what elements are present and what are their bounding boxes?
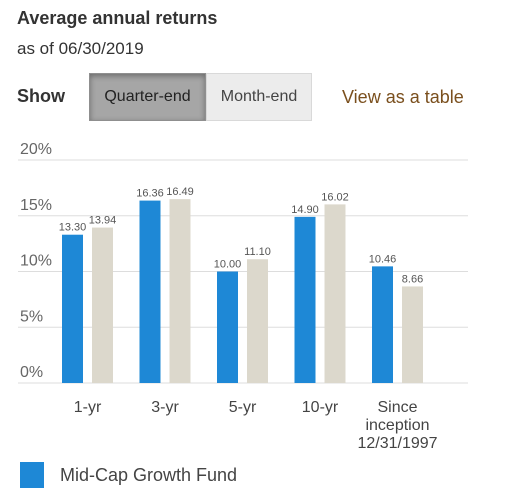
bar xyxy=(247,259,268,383)
bar xyxy=(92,227,113,383)
quarter-end-button[interactable]: Quarter-end xyxy=(89,73,206,121)
data-label: 8.66 xyxy=(402,273,423,285)
bar xyxy=(402,286,423,383)
y-tick-label: 0% xyxy=(20,364,43,381)
chart-title: Average annual returns xyxy=(17,8,218,28)
x-tick-label: 3-yr xyxy=(151,399,179,416)
bar xyxy=(139,200,161,383)
month-end-button[interactable]: Month-end xyxy=(206,73,312,121)
bar xyxy=(62,234,83,383)
data-label: 16.36 xyxy=(136,188,164,200)
data-label: 10.46 xyxy=(369,253,397,265)
show-label: Show xyxy=(17,86,65,106)
legend-swatch xyxy=(20,462,44,488)
view-as-table-link[interactable]: View as a table xyxy=(342,87,464,107)
data-label: 10.00 xyxy=(214,259,242,271)
as-of-date: as of 06/30/2019 xyxy=(17,39,144,58)
y-tick-label: 5% xyxy=(20,308,43,325)
legend: Mid-Cap Growth Fund xyxy=(20,462,237,488)
y-tick-label: 20% xyxy=(20,141,52,158)
bar xyxy=(217,271,238,383)
data-label: 11.10 xyxy=(244,246,271,258)
bar xyxy=(372,266,393,383)
x-tick-label: 1-yr xyxy=(74,399,102,416)
data-label: 16.49 xyxy=(166,186,194,198)
data-label: 13.30 xyxy=(59,222,87,234)
data-label: 16.02 xyxy=(321,191,349,203)
bar xyxy=(169,199,191,383)
x-tick-label: 10-yr xyxy=(302,399,339,416)
bar xyxy=(294,216,316,383)
x-tick-label: 5-yr xyxy=(229,399,257,416)
data-label: 13.94 xyxy=(89,215,117,227)
x-tick-label: Since inception 12/31/1997 xyxy=(357,399,437,452)
y-tick-label: 15% xyxy=(20,197,52,214)
data-label: 14.90 xyxy=(291,204,319,216)
bar xyxy=(324,204,346,383)
legend-label: Mid-Cap Growth Fund xyxy=(60,464,238,485)
y-tick-label: 10% xyxy=(20,253,52,270)
